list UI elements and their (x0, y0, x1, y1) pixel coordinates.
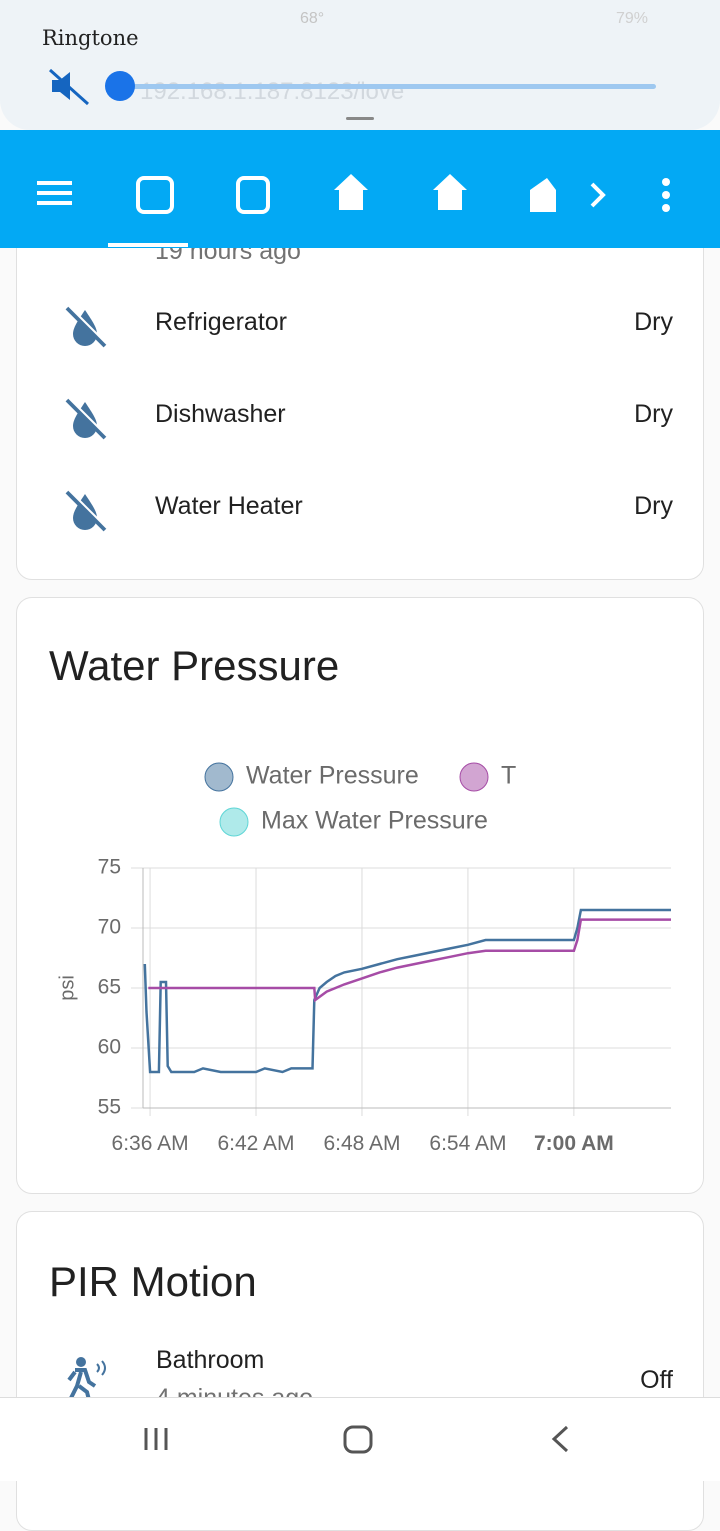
legend-swatch (459, 762, 489, 792)
y-tick-label: 70 (98, 916, 121, 939)
row-state: Dry (634, 400, 673, 428)
legend-swatch (219, 807, 249, 837)
y-tick-label: 60 (98, 1036, 121, 1059)
row-state: Dry (634, 308, 673, 336)
leak-icon (65, 489, 108, 532)
motion-icon (67, 1357, 106, 1400)
tab-icon[interactable] (433, 174, 467, 210)
url-bar: 192.168.1.187:8123/love (140, 78, 405, 105)
status-battery: 79% (616, 10, 649, 27)
status-temperature: 68° (300, 10, 325, 27)
volume-slider (48, 68, 656, 120)
slider-thumb[interactable] (105, 71, 135, 101)
nav-icons (144, 1425, 569, 1454)
home-button[interactable] (343, 1425, 373, 1454)
tab-icon[interactable] (334, 174, 368, 210)
y-tick-label: 75 (98, 856, 121, 879)
scroll-tabs[interactable] (590, 182, 606, 208)
back-button[interactable] (551, 1425, 569, 1453)
chart: 55 60 65 70 75 6:36 AM 6:42 AM 6:48 AM 6:54 AM 7:… (56, 762, 671, 1155)
nav-bar (0, 1397, 720, 1481)
tab-icon[interactable] (530, 178, 556, 212)
recents-button[interactable] (144, 1428, 168, 1450)
row-state: Dry (634, 492, 673, 520)
x-tick-label: 6:36 AM (112, 1132, 189, 1155)
tab-icon[interactable] (236, 176, 270, 214)
row-name: Refrigerator (155, 308, 287, 336)
chart-card: Water Pressure (16, 597, 704, 1194)
legend-label[interactable]: Max Water Pressure (261, 807, 488, 835)
x-tick-label: 6:54 AM (429, 1132, 506, 1155)
y-tick-label: 65 (98, 976, 121, 999)
menu-button[interactable] (37, 181, 72, 205)
active-tab-indicator (108, 243, 188, 247)
y-axis-label: psi (56, 975, 78, 1001)
legend-label[interactable]: Water Pressure (246, 762, 419, 790)
y-tick-label: 55 (98, 1096, 121, 1119)
x-tick-label: 7:00 AM (534, 1132, 614, 1155)
x-tick-label: 6:42 AM (217, 1132, 294, 1155)
volume-panel: 68° 79% Ringtone 192.168.1.187:8123/love (0, 0, 720, 130)
row-name: Water Heater (155, 492, 303, 520)
data-line (148, 918, 671, 1003)
leak-icon (65, 397, 108, 440)
legend-swatch (204, 762, 234, 792)
row-name: Dishwasher (155, 400, 286, 428)
toolbar-icons (37, 174, 670, 247)
volume-title: Ringtone (42, 26, 139, 50)
chart-title: Water Pressure (49, 642, 340, 689)
row-state: Off (640, 1366, 673, 1394)
slider-track[interactable] (120, 84, 656, 89)
overflow-menu[interactable] (662, 178, 670, 212)
x-tick-label: 6:48 AM (323, 1132, 400, 1155)
app-toolbar (0, 130, 720, 248)
tab-icon[interactable] (136, 176, 174, 214)
leak-card: 19 hours ago (16, 200, 704, 580)
row-name: Bathroom (156, 1346, 265, 1374)
leak-icon (65, 305, 108, 348)
legend-label[interactable]: T (501, 762, 516, 790)
card-title: PIR Motion (49, 1258, 257, 1305)
